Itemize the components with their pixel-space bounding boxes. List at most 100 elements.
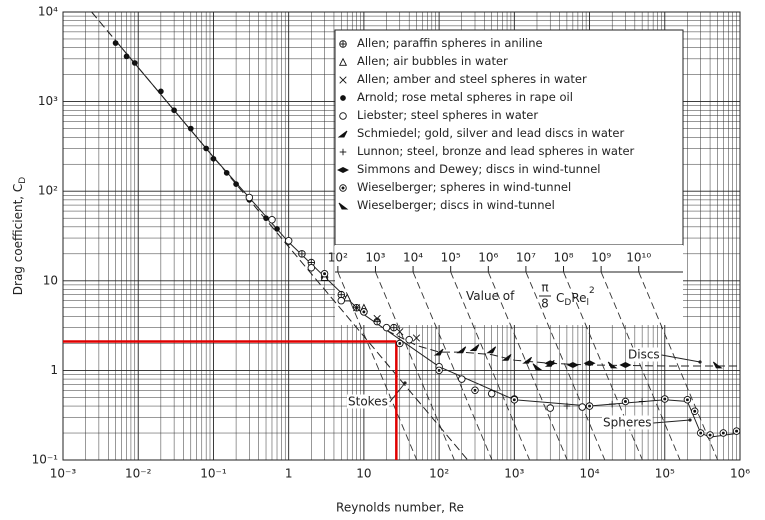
legend-marker [338, 202, 349, 210]
point [583, 360, 596, 367]
legend-item: Liebster; steel spheres in water [337, 108, 667, 123]
legend-label: Wieselberger; discs in wind-tunnel [357, 198, 555, 212]
point [339, 148, 347, 156]
legend-marker [340, 95, 346, 101]
marker-part [693, 409, 697, 413]
f-sym: C [556, 291, 564, 305]
marker-part [284, 236, 293, 245]
point [732, 427, 741, 435]
legend-marker [339, 184, 347, 192]
marker-part [337, 296, 345, 305]
marker-part [578, 403, 587, 411]
legend-marker [337, 166, 349, 174]
legend-item: Wieselberger; spheres in wind-tunnel [337, 180, 667, 195]
legend-item: Allen; amber and steel spheres in water [337, 72, 667, 87]
marker-part [343, 293, 352, 302]
point [343, 293, 352, 302]
marker-part [456, 346, 467, 354]
marker-part [544, 360, 557, 367]
point [396, 328, 404, 336]
point [284, 236, 293, 245]
point [683, 396, 692, 404]
marker-part [623, 400, 627, 403]
marker-part [501, 353, 512, 361]
marker-part [382, 323, 391, 332]
marker-part [158, 88, 164, 95]
marker-part [123, 53, 130, 60]
y-axis-label-main: Drag coefficient, C [11, 184, 25, 296]
point [638, 398, 646, 405]
point [435, 366, 443, 375]
marker-part [532, 363, 543, 371]
marker-part [487, 389, 496, 398]
marker-part [223, 170, 230, 176]
marker-part [352, 304, 361, 312]
point [158, 88, 164, 95]
x-tick-label: 10⁴ [580, 467, 600, 481]
marker-part [458, 375, 466, 383]
point [171, 107, 177, 114]
marker-part [210, 155, 217, 162]
inset-line [412, 271, 493, 461]
marker-part [112, 40, 119, 46]
marker-part [588, 404, 592, 408]
point [352, 304, 361, 312]
plot-frame [62, 11, 741, 461]
inset-line [525, 271, 606, 461]
point [471, 386, 479, 395]
point [607, 361, 618, 369]
point [390, 323, 398, 332]
point [263, 215, 269, 222]
legend-label: Allen; air bubbles in water [357, 54, 508, 68]
point [566, 361, 579, 368]
marker-part [274, 226, 280, 232]
arrow-head [403, 381, 407, 385]
inset-num: π [541, 281, 548, 295]
point [578, 403, 587, 411]
marker-part [708, 433, 712, 437]
marker-part [341, 186, 345, 190]
marker-part [268, 216, 276, 224]
marker-part [512, 398, 516, 402]
curve-label: Spheres [603, 416, 652, 430]
marker-part [337, 130, 348, 138]
f-sub: D [564, 298, 571, 308]
point [690, 407, 699, 416]
point [339, 76, 347, 84]
marker-part [398, 341, 402, 345]
marker-part [412, 334, 421, 342]
legend-marker [339, 112, 347, 120]
point [619, 361, 632, 368]
marker-part [339, 76, 347, 84]
inset-tick-label: 10⁶ [478, 251, 498, 265]
point [360, 308, 368, 316]
marker-part [522, 356, 532, 364]
inset-box [335, 245, 683, 325]
marker-part [721, 431, 725, 435]
x-tick-label: 10⁻³ [50, 467, 77, 481]
point [339, 112, 347, 120]
legend-item: Allen; air bubbles in water [337, 54, 667, 69]
point [123, 53, 130, 60]
x-tick-label: 1 [285, 467, 293, 481]
marker-part [685, 398, 689, 402]
point [696, 429, 705, 437]
point [522, 356, 532, 364]
legend-label: Wieselberger; spheres in wind-tunnel [357, 180, 572, 194]
point [223, 170, 230, 176]
inset-tick-label: 10² [328, 251, 348, 265]
x-tick-label: 10⁶ [730, 467, 750, 481]
point [487, 389, 496, 398]
inset-line [337, 271, 418, 461]
y-axis-label-sub: D [18, 177, 28, 184]
legend-label: Allen; amber and steel spheres in water [357, 72, 587, 86]
y-tick-label: 1 [50, 363, 58, 377]
point [396, 339, 404, 348]
marker-part [233, 181, 239, 187]
marker-part [607, 361, 618, 369]
point [210, 155, 217, 162]
point [486, 346, 497, 354]
point [337, 296, 345, 305]
inset-line [450, 271, 531, 461]
